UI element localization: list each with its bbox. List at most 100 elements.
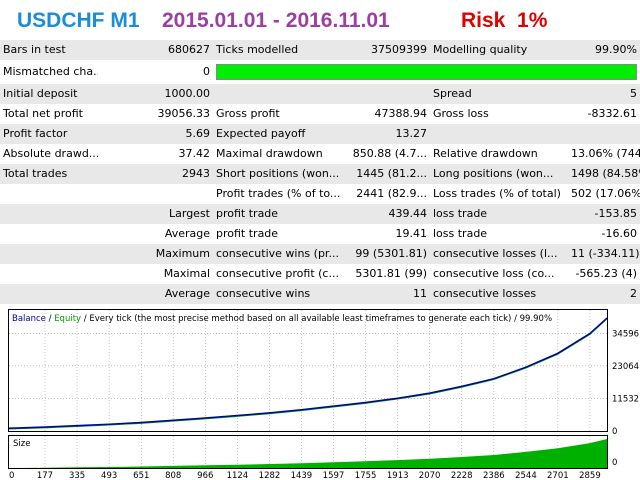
modelling-quality-bar <box>216 64 637 80</box>
legend-separator: / <box>46 314 54 324</box>
y-tick-label: 23064 <box>612 362 639 372</box>
net-profit-label: Total net profit <box>0 104 98 124</box>
profit-trades-value: 2441 (82.9... <box>343 184 430 204</box>
table-row: Mismatched cha... 0 <box>0 60 640 84</box>
largest-profit-value: 439.44 <box>343 204 430 224</box>
horizontal-grid <box>9 332 607 399</box>
profit-factor-label: Profit factor <box>0 124 98 144</box>
empty-cell <box>0 284 98 304</box>
loss-trades-value: 502 (17.06%) <box>568 184 640 204</box>
x-tick-label: 2386 <box>483 471 505 480</box>
x-tick-label: 2228 <box>451 471 473 480</box>
average-consecutive-label: Average <box>98 284 213 304</box>
average-loss-value: -16.60 <box>568 224 640 244</box>
gross-loss-label: Gross loss <box>430 104 568 124</box>
table-row: Bars in test 680627 Ticks modelled 37509… <box>0 40 640 60</box>
table-row: Profit factor 5.69 Expected payoff 13.27 <box>0 124 640 144</box>
strategy-report-table: Bars in test 680627 Ticks modelled 37509… <box>0 40 640 304</box>
x-tick-label: 808 <box>165 471 181 480</box>
loss-trades-label: Loss trades (% of total) <box>430 184 568 204</box>
spread-value: 5 <box>568 84 640 104</box>
empty-cell <box>213 84 343 104</box>
vertical-grid <box>44 310 591 431</box>
x-tick-label: 2070 <box>419 471 441 480</box>
average-consecutive-wins-value: 11 <box>343 284 430 304</box>
maximum-label: Maximum <box>98 244 213 264</box>
gross-loss-value: -8332.61 <box>568 104 640 124</box>
gross-profit-value: 47388.94 <box>343 104 430 124</box>
absolute-drawdown-label: Absolute drawd... <box>0 144 98 164</box>
table-row: Maximal consecutive profit (c... 5301.81… <box>0 264 640 284</box>
maximal-consecutive-profit-value: 5301.81 (99) <box>343 264 430 284</box>
average-consecutive-losses-label: consecutive losses <box>430 284 568 304</box>
relative-drawdown-label: Relative drawdown <box>430 144 568 164</box>
profit-factor-value: 5.69 <box>98 124 213 144</box>
maximal-consecutive-profit-label: consecutive profit (c... <box>213 264 343 284</box>
largest-loss-label: loss trade <box>430 204 568 224</box>
empty-cell <box>0 184 98 204</box>
size-label: Size <box>13 439 30 449</box>
empty-cell <box>343 84 430 104</box>
x-tick-label: 2701 <box>547 471 569 480</box>
average-profit-value: 19.41 <box>343 224 430 244</box>
table-row: Absolute drawd... 37.42 Maximal drawdown… <box>0 144 640 164</box>
largest-loss-value: -153.85 <box>568 204 640 224</box>
balance-plot-frame <box>8 309 608 432</box>
quality-label: Modelling quality <box>430 40 568 60</box>
absolute-drawdown-value: 37.42 <box>98 144 213 164</box>
maximal-drawdown-label: Maximal drawdown <box>213 144 343 164</box>
x-tick-label: 335 <box>69 471 85 480</box>
ticks-value: 37509399 <box>343 40 430 60</box>
maximal-label: Maximal <box>98 264 213 284</box>
table-row: Maximum consecutive wins (pr... 99 (5301… <box>0 244 640 264</box>
bars-label: Bars in test <box>0 40 98 60</box>
empty-cell <box>568 124 640 144</box>
short-positions-label: Short positions (won... <box>213 164 343 184</box>
x-tick-label: 1755 <box>355 471 377 480</box>
quality-value: 99.90% <box>568 40 640 60</box>
risk-title: Risk 1% <box>461 9 548 32</box>
table-row: Largest profit trade 439.44 loss trade -… <box>0 204 640 224</box>
x-tick-label: 0 <box>9 471 14 480</box>
modelling-quality-cell <box>213 60 640 84</box>
spread-label: Spread <box>430 84 568 104</box>
table-row: Profit trades (% of to... 2441 (82.9... … <box>0 184 640 204</box>
size-area <box>9 439 607 468</box>
table-row: Average profit trade 19.41 loss trade -1… <box>0 224 640 244</box>
maximal-consecutive-loss-label: consecutive loss (co... <box>430 264 568 284</box>
total-trades-label: Total trades <box>0 164 98 184</box>
x-tick-label: 966 <box>197 471 213 480</box>
y-tick-label: 11532 <box>612 394 639 404</box>
expected-payoff-label: Expected payoff <box>213 124 343 144</box>
long-positions-value: 1498 (84.58%) <box>568 164 640 184</box>
y-axis-ticks: 34596 23064 11532 0 <box>612 329 639 437</box>
long-positions-label: Long positions (won... <box>430 164 568 184</box>
mismatched-label: Mismatched cha... <box>0 60 98 84</box>
empty-cell <box>0 244 98 264</box>
empty-cell <box>0 264 98 284</box>
symbol-title: USDCHF M1 <box>17 9 140 32</box>
x-tick-label: 1439 <box>291 471 313 480</box>
balance-series-line <box>8 317 608 429</box>
average-consecutive-losses-value: 2 <box>568 284 640 304</box>
y-tick-label: 34596 <box>612 329 639 339</box>
max-consecutive-losses-value: 11 (-334.11) <box>568 244 640 264</box>
x-tick-label: 1913 <box>387 471 409 480</box>
empty-cell <box>0 224 98 244</box>
x-tick-label: 1597 <box>323 471 345 480</box>
table-row: Initial deposit 1000.00 Spread 5 <box>0 84 640 104</box>
maximal-consecutive-loss-value: -565.23 (4) <box>568 264 640 284</box>
x-tick-label: 2859 <box>579 471 601 480</box>
balance-chart: Balance / Equity / Every tick (the most … <box>0 305 640 480</box>
average-consecutive-wins-label: consecutive wins <box>213 284 343 304</box>
max-consecutive-losses-label: consecutive losses (l... <box>430 244 568 264</box>
average-label: Average <box>98 224 213 244</box>
average-loss-label: loss trade <box>430 224 568 244</box>
relative-drawdown-value: 13.06% (744.... <box>568 144 640 164</box>
largest-profit-label: profit trade <box>213 204 343 224</box>
empty-cell <box>0 204 98 224</box>
x-tick-label: 1282 <box>259 471 281 480</box>
total-trades-value: 2943 <box>98 164 213 184</box>
x-tick-label: 1124 <box>227 471 249 480</box>
period-title: 2015.01.01 - 2016.11.01 <box>162 9 390 32</box>
